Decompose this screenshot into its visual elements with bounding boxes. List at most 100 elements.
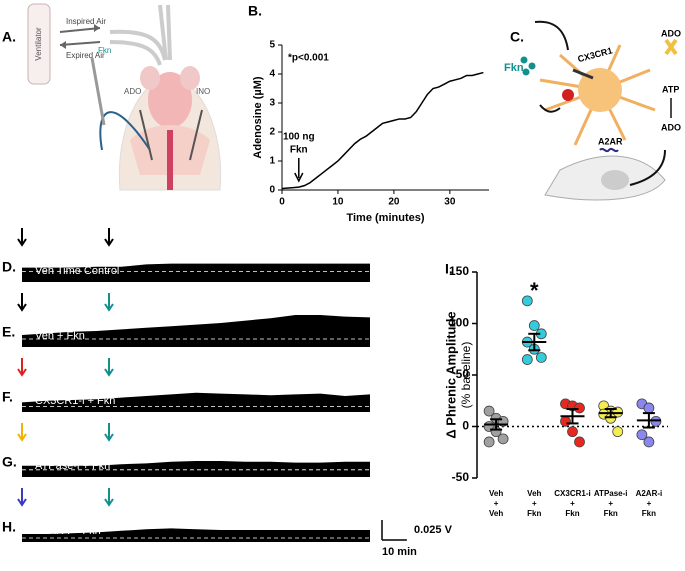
annotation: Fkn [290,145,308,156]
x-tick-label: Veh [527,489,541,498]
marker-arrow-head [17,368,27,377]
ventilator-label: Ventilator [34,27,43,61]
x-tick-label: A2AR-i [636,489,663,498]
x-tick-label: 10 [332,197,344,208]
data-point [528,320,540,331]
marker-arrow-head [17,498,27,507]
fkn-label: Fkn [504,62,524,74]
y-axis-label: Adenosine (µM) [252,76,264,158]
marker-arrow-head [104,238,114,247]
trace-label: Veh + Fkn [35,330,85,342]
data-line [281,71,484,190]
data-point [535,352,547,363]
x-tick-label: Fkn [642,509,656,518]
scale-v-label: 0.025 V [414,524,453,536]
inspired-air: Inspired Air [66,17,106,26]
data-point [612,426,624,438]
x-tick-label: + [647,499,652,508]
trace [22,392,370,412]
data-point [497,433,509,445]
data-point [567,426,578,438]
x-tick-label: Veh [489,509,503,518]
data-point [643,436,655,448]
annotation: *p<0.001 [288,53,329,64]
data-point [574,402,585,414]
receptor-label: CX3CR1 [577,45,614,64]
data-point [521,295,533,307]
annotation-arrow-head [294,172,304,183]
x-tick-label: ATPase-i [594,489,628,498]
trace [22,263,370,282]
data-point [643,402,655,414]
x-tick-label: Fkn [527,509,541,518]
marker-arrow-head [104,498,114,507]
ado-bottom-label: ADO [661,122,681,132]
x-tick-label: Fkn [565,509,579,518]
y-tick-label: 4 [269,69,275,80]
marker-arrow-head [17,238,27,247]
y-axis-label: Δ Phrenic Amplitude [443,311,458,438]
data-point [574,436,585,448]
x-tick-label: + [570,499,575,508]
panel-c-diagram: Fkn CX3CR1 ADO ATP ADO A2AR [504,20,681,201]
y-tick-label: 5 [269,40,275,51]
x-tick-label: + [494,499,499,508]
annotation: 100 ng [283,132,315,143]
y-tick-label: 100 [449,316,469,330]
ino-label: INO [196,87,210,96]
y-tick-label: 150 [449,264,469,278]
y-tick-label: 2 [269,127,275,138]
y-tick-label: 3 [269,98,275,109]
panel-label: C. [510,29,524,45]
y-tick-label: -50 [452,470,470,484]
marker-arrow-head [104,368,114,377]
trace-label: ATPase-i + Fkn [35,460,110,472]
x-tick-label: 30 [444,197,456,208]
panel-label: H. [2,519,16,535]
panel-a-illustration: Ventilator Inspired Air Expired Air Fkn … [27,3,222,191]
x-tick-label: Fkn [604,509,618,518]
ado-top-label: ADO [661,28,681,38]
scale-t-label: 10 min [382,546,417,558]
panel-label: I. [445,261,453,277]
data-point [483,436,495,448]
marker-arrow-head [104,303,114,312]
trace [22,528,370,542]
x-axis-label: Time (minutes) [346,212,424,224]
significance: * [530,278,539,303]
x-tick-label: + [608,499,613,508]
data-point [636,429,648,441]
data-point [560,415,571,427]
y-axis-sublabel: (% baseline) [459,342,473,409]
y-tick-label: 0 [269,185,275,196]
y-tick-label: 1 [269,156,275,167]
x-tick-label: CX3CR1-i [554,489,590,498]
marker-arrow-head [104,433,114,442]
panel-label: G. [2,454,17,470]
trace-label: CX3CR1-i + Fkn [35,395,115,407]
y-tick-label: 50 [456,367,470,381]
marker-arrow-head [17,433,27,442]
x-tick-label: + [532,499,537,508]
x-tick-label: 0 [279,197,285,208]
panel-label: F. [2,389,13,405]
data-point [650,415,662,427]
panel-label: E. [2,324,15,340]
ado-label: ADO [124,87,141,96]
marker-arrow-head [17,303,27,312]
expired-air: Expired Air [66,51,105,60]
panel-label: A. [2,29,16,45]
data-point [521,354,533,365]
x-tick-label: Veh [489,489,503,498]
atp-label: ATP [662,84,679,94]
trace-label: Veh Time Control [35,265,119,277]
trace [22,461,370,477]
trace-label: A2AR-i + Fkn [35,525,101,537]
x-tick-label: 20 [388,197,400,208]
a2ar-label: A2AR [598,136,623,146]
panel-label: D. [2,259,16,275]
panel-label: B. [248,3,262,19]
fkn-label: Fkn [98,46,111,55]
y-tick-label: 0 [462,419,469,433]
